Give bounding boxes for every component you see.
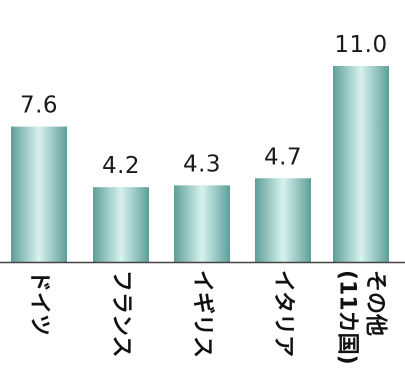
bar-3 (174, 185, 230, 262)
bar-value-label-2: 4.2 (102, 153, 140, 179)
category-label-5-line-1: その他 (363, 270, 388, 336)
bars-group (11, 66, 389, 262)
category-label-1: ドイツ (27, 270, 52, 336)
category-label-3: イギリス (190, 270, 215, 358)
value-labels-group: 7.6 4.2 4.3 4.7 11.0 (20, 32, 387, 179)
bar-value-label-3: 4.3 (183, 151, 221, 177)
category-label-2: フランス (109, 270, 134, 358)
category-label-5-line-2: (11カ国) (335, 270, 360, 365)
bar-2 (93, 187, 149, 262)
bar-5 (333, 66, 389, 262)
category-label-4: イタリア (271, 270, 296, 357)
bar-4 (255, 178, 311, 262)
category-labels-group: ドイツ フランス イギリス イタリア その他(11カ国) (27, 270, 388, 365)
bar-value-label-5: 11.0 (334, 32, 387, 58)
bar-value-label-4: 4.7 (264, 144, 302, 170)
bar-1 (11, 126, 67, 262)
bar-value-label-1: 7.6 (20, 93, 58, 119)
